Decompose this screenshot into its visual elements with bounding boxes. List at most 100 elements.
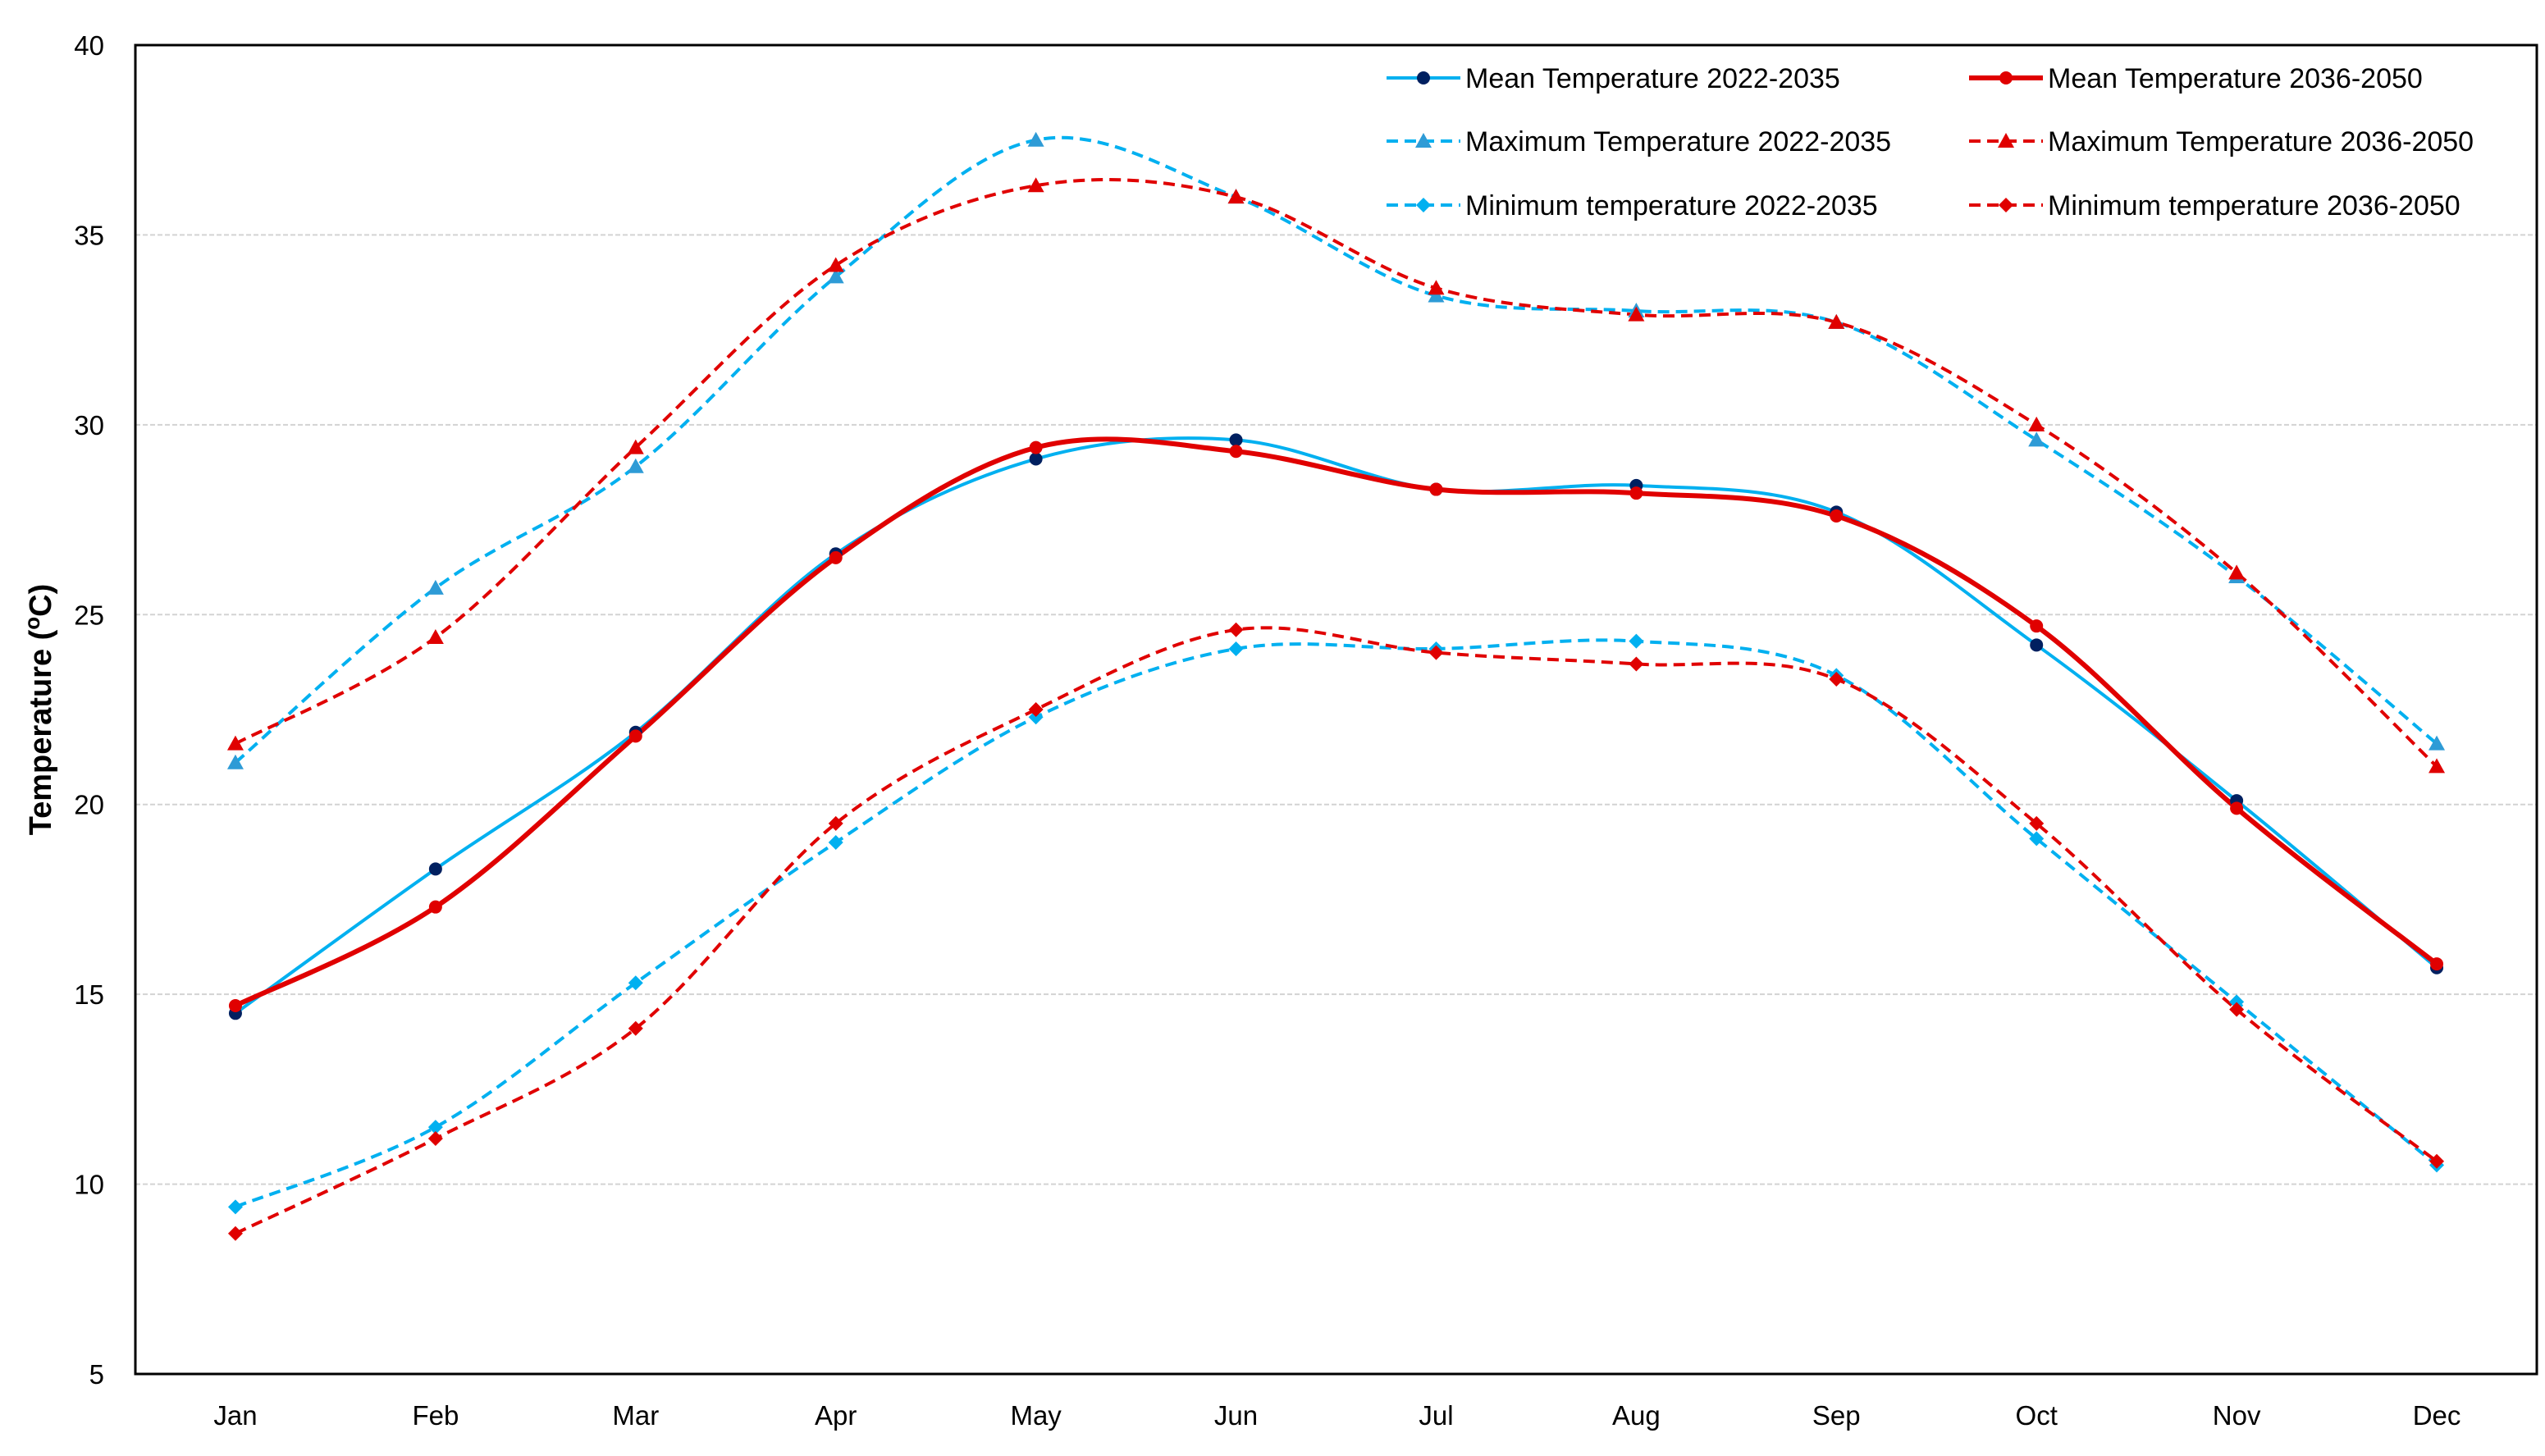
data-point-series-5 <box>427 1120 443 1135</box>
data-point-series-2 <box>829 550 843 564</box>
y-axis-label-superscript: o <box>20 617 44 630</box>
series-line-5 <box>235 638 2438 1209</box>
data-point-series-2 <box>228 999 242 1013</box>
legend-marker-1 <box>1417 71 1430 84</box>
y-tick-label: 30 <box>74 410 104 440</box>
data-point-series-2 <box>1429 482 1443 496</box>
data-point-series-2 <box>2030 619 2044 633</box>
data-point-series-4 <box>1027 177 1044 193</box>
x-tick-label: Jul <box>1419 1400 1453 1431</box>
data-point-series-4 <box>1628 306 1645 322</box>
legend-marker-3 <box>1415 133 1432 148</box>
data-point-series-6 <box>1028 702 1044 717</box>
data-point-series-1 <box>1029 452 1043 466</box>
x-tick-label: Dec <box>2413 1400 2461 1431</box>
gridlines <box>135 234 2537 1185</box>
data-point-series-4 <box>627 439 644 454</box>
data-point-series-4 <box>2228 564 2246 580</box>
series-line-2 <box>234 436 2438 1008</box>
series-line-3 <box>234 135 2438 765</box>
data-point-series-3 <box>2028 431 2045 447</box>
plot-area-frame <box>134 43 2538 1376</box>
data-point-series-3 <box>627 458 644 473</box>
data-point-series-6 <box>2429 1153 2445 1169</box>
data-point-series-4 <box>2428 758 2446 774</box>
data-point-series-5 <box>227 1199 243 1215</box>
data-point-series-6 <box>1228 622 1244 637</box>
x-axis-ticks: Jan Feb Mar Apr May Jun Jul Aug Sep Oct Nov Dec <box>213 1400 2460 1431</box>
data-point-series-2 <box>2430 957 2444 971</box>
x-tick-label: Mar <box>612 1400 659 1431</box>
data-point-series-3 <box>1027 131 1044 147</box>
data-point-series-1 <box>2030 638 2044 652</box>
y-tick-label: 20 <box>74 790 104 820</box>
data-point-series-4 <box>427 629 444 645</box>
data-point-series-1 <box>1229 433 1243 447</box>
data-point-series-1 <box>428 862 442 876</box>
y-tick-label: 35 <box>74 220 104 250</box>
x-tick-label: May <box>1010 1400 1062 1431</box>
data-point-series-2 <box>428 900 442 914</box>
data-point-series-2 <box>1229 445 1243 459</box>
x-tick-label: Nov <box>2213 1400 2261 1431</box>
series-line-4 <box>235 178 2438 768</box>
y-tick-label: 5 <box>89 1359 104 1390</box>
data-point-series-3 <box>1428 287 1445 303</box>
data-point-series-5 <box>1028 710 1044 725</box>
x-tick-label: Jan <box>213 1400 257 1431</box>
data-point-series-4 <box>1828 313 1845 329</box>
data-point-series-2 <box>628 729 642 743</box>
data-point-series-5 <box>1228 641 1244 656</box>
legend: Mean Temperature 2022-2035 Mean Temperatu… <box>1387 63 2474 221</box>
data-point-series-6 <box>1829 671 1844 687</box>
series-lines <box>234 135 2438 1235</box>
data-point-series-2 <box>1629 486 1643 500</box>
data-point-series-4 <box>827 257 844 272</box>
data-point-series-5 <box>2229 994 2245 1010</box>
legend-marker-6 <box>1999 198 2013 212</box>
legend-label-2: Mean Temperature 2036-2050 <box>2048 63 2423 94</box>
series-markers <box>226 131 2446 1241</box>
data-point-series-5 <box>1629 633 1644 649</box>
data-point-series-3 <box>427 579 444 595</box>
data-point-series-6 <box>2029 815 2045 831</box>
data-point-series-5 <box>628 975 643 991</box>
y-axis-ticks: 5 10 15 20 25 30 35 40 <box>74 30 104 1390</box>
y-tick-label: 10 <box>74 1170 104 1200</box>
data-point-series-3 <box>226 754 244 769</box>
x-tick-label: Jun <box>1214 1400 1258 1431</box>
data-point-series-6 <box>2229 1002 2245 1017</box>
data-point-series-5 <box>2029 831 2045 847</box>
data-point-series-3 <box>2428 735 2446 751</box>
data-point-series-6 <box>828 815 843 831</box>
legend-label-1: Mean Temperature 2022-2035 <box>1465 63 1840 94</box>
data-point-series-3 <box>827 268 844 284</box>
legend-marker-2 <box>1999 71 2013 84</box>
y-axis-label-main: Temperature ( <box>24 629 58 835</box>
legend-marker-4 <box>1998 133 2014 148</box>
data-point-series-6 <box>628 1020 643 1036</box>
series-line-1 <box>234 436 2438 1015</box>
y-axis-label: Temperature (oC) <box>20 584 58 836</box>
data-point-series-2 <box>2230 801 2244 815</box>
data-point-series-4 <box>1227 189 1245 204</box>
data-point-series-4 <box>2028 416 2045 431</box>
data-point-series-2 <box>1029 440 1043 454</box>
data-point-series-4 <box>1428 280 1445 295</box>
data-point-series-6 <box>1428 645 1444 660</box>
x-tick-label: Apr <box>815 1400 857 1431</box>
data-point-series-2 <box>1830 509 1844 523</box>
legend-label-6: Minimum temperature 2036-2050 <box>2048 190 2460 221</box>
data-point-series-5 <box>828 835 843 850</box>
legend-marker-5 <box>1416 198 1431 212</box>
data-point-series-6 <box>1629 656 1644 672</box>
series-line-6 <box>235 626 2438 1235</box>
x-tick-label: Sep <box>1812 1400 1861 1431</box>
y-tick-label: 15 <box>74 979 104 1010</box>
y-tick-label: 25 <box>74 600 104 630</box>
x-tick-label: Aug <box>1612 1400 1661 1431</box>
y-tick-label: 40 <box>74 30 104 61</box>
legend-label-3: Maximum Temperature 2022-2035 <box>1465 126 1891 157</box>
